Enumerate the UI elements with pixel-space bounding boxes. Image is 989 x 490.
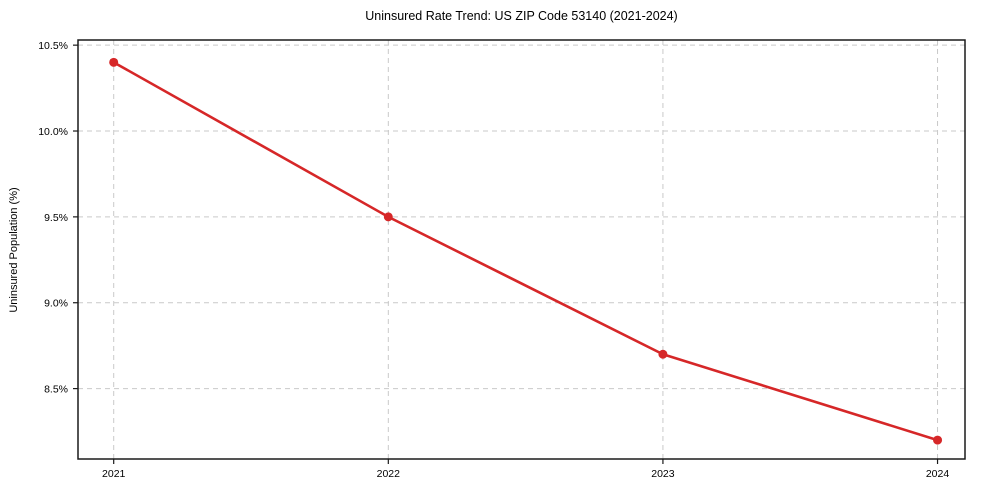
y-tick-label: 9.0% xyxy=(44,298,68,310)
x-tick-label: 2022 xyxy=(377,468,401,480)
data-point xyxy=(109,57,119,67)
x-tick-label: 2024 xyxy=(926,468,950,480)
plot-border xyxy=(77,39,966,460)
x-tick-label: 2021 xyxy=(102,468,126,480)
y-tick-label: 10.0% xyxy=(38,126,68,138)
y-tick-label: 9.5% xyxy=(44,212,68,224)
x-tick-label: 2023 xyxy=(651,468,675,480)
data-point xyxy=(658,349,668,359)
data-point xyxy=(933,435,943,445)
data-point xyxy=(383,212,393,222)
chart-title: Uninsured Rate Trend: US ZIP Code 53140 … xyxy=(365,9,678,23)
y-tick-label: 8.5% xyxy=(44,384,68,396)
trend-line xyxy=(112,61,939,442)
y-tick-label: 10.5% xyxy=(38,40,68,52)
